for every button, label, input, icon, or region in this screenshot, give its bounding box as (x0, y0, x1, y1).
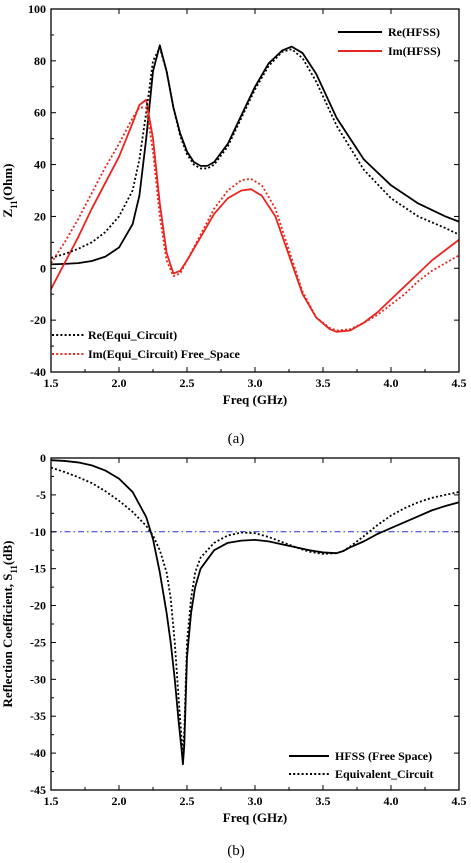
chart-a-legend-label: Re(HFSS) (388, 25, 440, 39)
chart-a-ytick-label: 80 (34, 54, 46, 68)
chart-a-caption: (a) (228, 431, 245, 447)
chart-a-ytick-label: -20 (30, 313, 46, 327)
chart-b-xtick-label: 4.5 (452, 794, 467, 808)
chart-b-xlabel: Freq (GHz) (223, 810, 287, 825)
chart-a-xtick-label: 3.0 (248, 376, 263, 390)
chart-a-xlabel: Freq (GHz) (223, 392, 287, 407)
chart-b-frame (50, 457, 460, 791)
chart-a-xtick-label: 2.0 (112, 376, 127, 390)
chart-b-ticks: 1.5 2.0 2.5 3.0 3.5 4.0 4.5 0 -5 -10 -15 -20 -25 -30 -… (30, 451, 467, 808)
chart-b-ylabel: Reflection Coefficient, S11(dB) (0, 540, 19, 707)
chart-a-ytick-label: 0 (40, 261, 46, 275)
chart-b-ytick-label: -5 (36, 488, 46, 502)
chart-a-legend-label: Im(Equi_Circuit) Free_Space (88, 347, 241, 361)
chart-a-ylabel: Z11(Ohm) (0, 163, 19, 217)
chart-a-xtick-label: 4.5 (452, 376, 467, 390)
chart-b-xtick-label: 3.0 (248, 794, 263, 808)
chart-a-xtick-label: 4.0 (384, 376, 399, 390)
chart-b-xtick-label: 3.5 (316, 794, 331, 808)
chart-b-ytick-label: -10 (30, 525, 46, 539)
chart-b-xtick-label: 4.0 (384, 794, 399, 808)
chart-b-xtick-label: 1.5 (44, 794, 59, 808)
chart-a-legend: Re(HFSS) Im(HFSS) Re(Equi_Circuit) Im(Equi_… (52, 25, 441, 361)
chart-b-series-0-line (51, 459, 459, 766)
chart-b-legend-label: HFSS (Free Space) (335, 749, 432, 763)
chart-b-ytick-label: -25 (30, 635, 46, 649)
chart-a-ytick-label: -40 (30, 365, 46, 379)
chart-a-legend-label: Im(HFSS) (388, 44, 441, 58)
chart-b-ytick-label: -20 (30, 599, 46, 613)
chart-b-ytick-label: 0 (40, 451, 46, 465)
chart-b-caption: (b) (227, 843, 245, 859)
chart-b-xtick-label: 2.0 (112, 794, 127, 808)
chart-a-series-1-line (51, 98, 459, 333)
chart-a-ytick-label: 40 (34, 158, 46, 172)
chart-a-xtick-label: 3.5 (316, 376, 331, 390)
chart-b-legend-label: Equivalent_Circuit (335, 767, 433, 781)
chart-b-ytick-label: -40 (30, 746, 46, 760)
chart-b-series-1-line (51, 466, 459, 755)
chart-a-series-3-line (51, 106, 459, 332)
chart-a-ticks: 1.5 2.0 2.5 3.0 3.5 4.0 4.5 -40 -20 0 20 40 60 80 100 (28, 2, 467, 390)
chart-a-series-2-line (51, 46, 459, 259)
chart-b-ytick-label: -30 (30, 672, 46, 686)
chart-b-xtick-label: 2.5 (180, 794, 195, 808)
chart-a-series-0-line (51, 44, 459, 266)
chart-b-legend: HFSS (Free Space) Equivalent_Circuit (289, 749, 433, 781)
chart-b: 1.5 2.0 2.5 3.0 3.5 4.0 4.5 0 -5 -10 -15 -20 -25 -30 -… (0, 451, 467, 859)
chart-b-series-layer (51, 459, 459, 766)
chart-a-series-layer (51, 44, 459, 333)
chart-b-ytick-label: -45 (30, 783, 46, 797)
chart-a-ytick-label: 60 (34, 106, 46, 120)
chart-a: 1.5 2.0 2.5 3.0 3.5 4.0 4.5-40-20020406080100 … (0, 2, 467, 447)
chart-b-ytick-label: -35 (30, 709, 46, 723)
chart-a-ytick-label: 100 (28, 2, 46, 16)
chart-a-xtick-label: 1.5 (44, 376, 59, 390)
chart-a-legend-label: Re(Equi_Circuit) (88, 328, 177, 342)
chart-a-xtick-label: 2.5 (180, 376, 195, 390)
chart-b-ytick-label: -15 (30, 562, 46, 576)
chart-a-ytick-label: 20 (34, 209, 46, 223)
